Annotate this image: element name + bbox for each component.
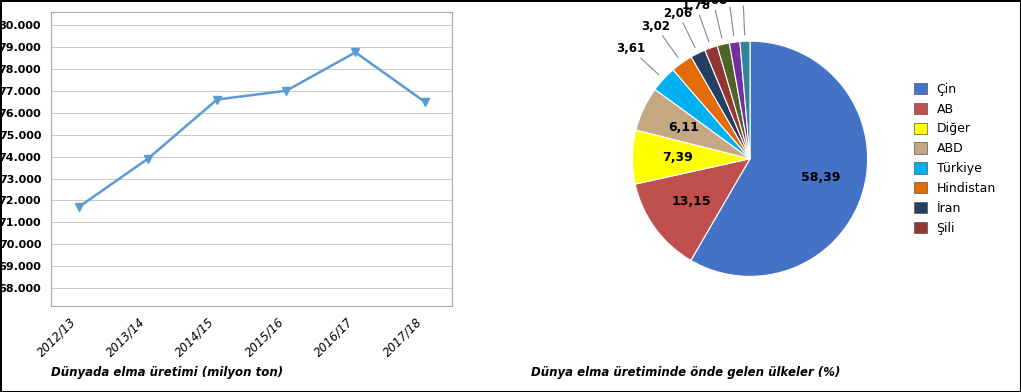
Text: Dünya elma üretiminde önde gelen ülkeler (%): Dünya elma üretiminde önde gelen ülkeler… [531,366,840,379]
Text: 1,44: 1,44 [714,0,743,36]
Wedge shape [673,57,750,159]
Text: 58,39: 58,39 [800,171,840,184]
Text: 1,78: 1,78 [682,0,711,42]
Legend: Çin, AB, Diğer, ABD, Türkiye, Hindistan, İran, Şili: Çin, AB, Diğer, ABD, Türkiye, Hindistan,… [909,78,1001,240]
Text: Dünyada elma üretimi (milyon ton): Dünyada elma üretimi (milyon ton) [51,366,283,379]
Wedge shape [655,70,750,159]
Text: 1,37: 1,37 [729,0,758,35]
Wedge shape [635,159,750,260]
Wedge shape [691,50,750,159]
Text: 13,15: 13,15 [671,195,711,208]
Text: 3,02: 3,02 [641,20,678,58]
Wedge shape [636,89,750,159]
Text: 6,11: 6,11 [669,121,699,134]
Wedge shape [632,130,750,184]
Text: 2,06: 2,06 [664,7,695,48]
Text: 3,61: 3,61 [616,42,659,75]
Wedge shape [740,41,750,159]
Text: 1,68: 1,68 [698,0,728,38]
Wedge shape [704,46,750,159]
Text: 7,39: 7,39 [662,151,692,164]
Wedge shape [691,41,868,276]
Wedge shape [718,43,750,159]
Wedge shape [729,42,750,159]
